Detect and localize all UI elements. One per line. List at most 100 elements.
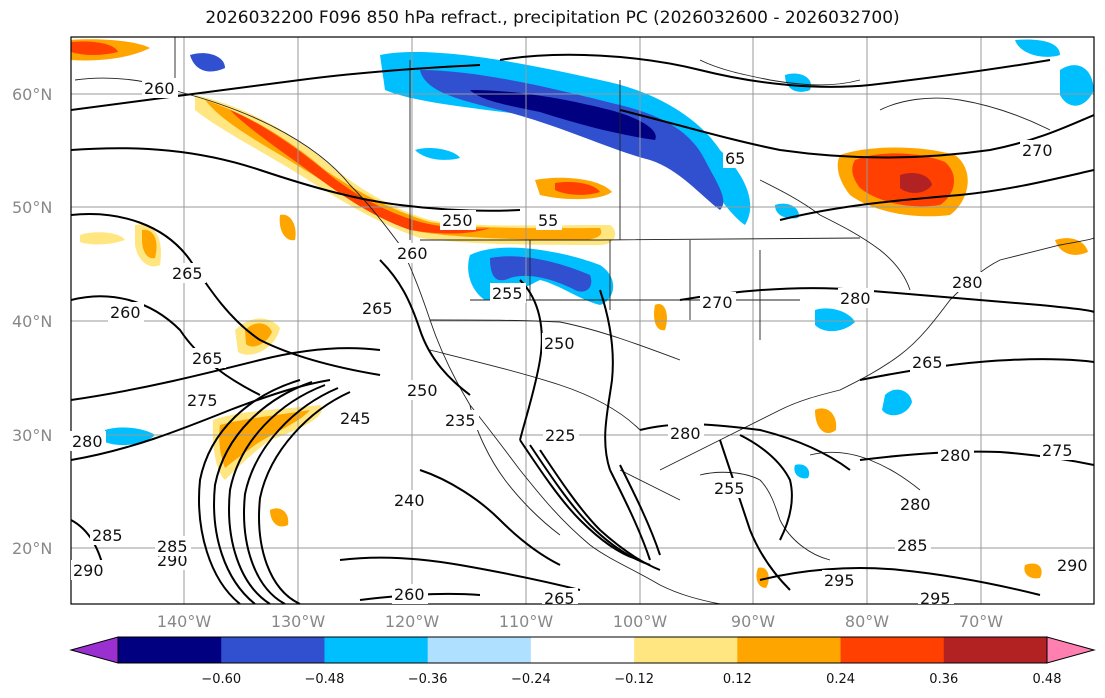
colorbar-tick-label: 0.48 [1033, 672, 1062, 687]
contour-label: 280 [670, 424, 701, 443]
contour-label: 265 [362, 299, 393, 318]
contour-label: 265 [172, 264, 203, 283]
neg-area-ne-corner [1060, 65, 1094, 106]
colorbar-cell [427, 637, 532, 663]
lon-label: 120°W [385, 612, 440, 631]
colorbar-extend-low [69, 636, 119, 664]
colorbar-tick-label: 0.12 [723, 672, 752, 687]
contour-label: 280 [952, 273, 983, 292]
pos-area-bc-interior-core [555, 182, 600, 195]
pos-area-atlantic-low-core [900, 173, 932, 193]
neg-area-nw-corner [1015, 39, 1060, 57]
contour-label: 280 [900, 495, 931, 514]
neg-area-atlantic [882, 389, 912, 416]
contour-labels: 260 265 260 265 275 280 285 290 290 285 … [70, 78, 1091, 608]
contour-label: 255 [714, 479, 745, 498]
map-title: 2026032200 F096 850 hPa refract., precip… [205, 8, 900, 28]
pos-area-pacific-core [219, 410, 310, 468]
contour-label: 265 [192, 349, 223, 368]
contour-label: 260 [397, 244, 428, 263]
pos-area-caribbean2 [756, 567, 769, 588]
lon-label: 140°W [157, 612, 212, 631]
precip-negative-areas [105, 39, 1094, 479]
contour-label: 285 [157, 537, 188, 556]
contour-label: 275 [187, 391, 218, 410]
neg-area-pacific-sub [105, 427, 155, 446]
contour-label: 280 [72, 432, 103, 451]
lat-label: 30°N [12, 426, 52, 445]
contour-label: 280 [840, 289, 871, 308]
lon-label: 70°W [959, 612, 1003, 631]
pos-area-caribbean [1024, 563, 1042, 579]
contour-label: 295 [824, 571, 855, 590]
neg-area-mexico-gulf [794, 464, 810, 479]
lon-label: 80°W [845, 612, 889, 631]
map-border [70, 36, 1095, 605]
contour-label: 55 [538, 211, 558, 230]
contour-label: 255 [492, 284, 523, 303]
pos-area-pacific-w [80, 232, 125, 245]
colorbar-frame [117, 636, 1048, 664]
colorbar-cell [840, 637, 945, 663]
lat-label: 40°N [12, 312, 52, 331]
contour-label: 295 [920, 589, 951, 608]
pos-area-pacific-mid-core [245, 323, 272, 347]
colorbar-cell [530, 637, 635, 663]
neg-area-canada-core [420, 70, 724, 210]
contour-label: 275 [1042, 441, 1073, 460]
contour-label: 265 [912, 353, 943, 372]
neg-area-rockies-core [490, 256, 592, 292]
neg-area-alaska [190, 53, 225, 72]
contour-label: 290 [73, 561, 104, 580]
contour-label: 285 [92, 526, 123, 545]
contour-label: 260 [394, 585, 425, 604]
colorbar-extend-high [1046, 636, 1096, 664]
contour-label: 280 [940, 446, 971, 465]
colorbar-cell [634, 637, 738, 663]
neg-area-west-coast [415, 147, 460, 160]
pos-area-pacific-nw-core [142, 229, 157, 259]
lon-label: 100°W [613, 612, 668, 631]
pos-area-nw-corner-core [71, 41, 118, 55]
contour-label: 250 [442, 211, 473, 230]
colorbar-cell [221, 637, 325, 663]
colorbar-tick-label: 0.24 [826, 672, 855, 687]
colorbar-tick-label: 0.36 [929, 672, 958, 687]
contour-label: 285 [897, 536, 928, 555]
contour-label: 290 [1057, 556, 1088, 575]
colorbar-cell [737, 637, 842, 663]
longitude-labels: 140°W 130°W 120°W 110°W 100°W 90°W 80°W … [157, 612, 1003, 631]
lon-label: 130°W [271, 612, 326, 631]
colorbar-tick-label: −0.12 [614, 672, 654, 687]
colorbar-cell [324, 637, 429, 663]
neg-area-canada-strong [470, 90, 656, 140]
contour-label: 250 [407, 381, 438, 400]
lat-label: 50°N [12, 198, 52, 217]
colorbar-tick-label: −0.36 [408, 672, 448, 687]
neg-area-gulf [815, 308, 855, 332]
contour-label: 265 [544, 589, 575, 608]
contour-label: 225 [545, 426, 576, 445]
contour-label: 270 [702, 293, 733, 312]
lat-label: 60°N [12, 85, 52, 104]
colorbar-cell [118, 637, 222, 663]
contour-label: 260 [144, 79, 175, 98]
lon-label: 90°W [731, 612, 775, 631]
contour-label: 250 [544, 334, 575, 353]
latitude-labels: 60°N 50°N 40°N 30°N 20°N [12, 85, 52, 558]
pos-area-pacific-w2 [279, 214, 296, 241]
colorbar-tick-label: −0.48 [305, 672, 345, 687]
lon-label: 110°W [499, 612, 554, 631]
contour-label: 245 [340, 409, 371, 428]
contour-label: 270 [1022, 141, 1053, 160]
colorbar-tick-label: −0.60 [201, 672, 241, 687]
pos-area-mexico-pac [270, 508, 289, 527]
refractivity-contours [71, 53, 1094, 604]
colorbar-cell [943, 637, 1048, 663]
contour-label: 65 [725, 149, 745, 168]
pos-area-gulf-coast [815, 408, 837, 434]
colorbar-tick-label: −0.24 [511, 672, 551, 687]
contour-label: 235 [445, 411, 476, 430]
pos-area-east-coast [1055, 238, 1088, 255]
